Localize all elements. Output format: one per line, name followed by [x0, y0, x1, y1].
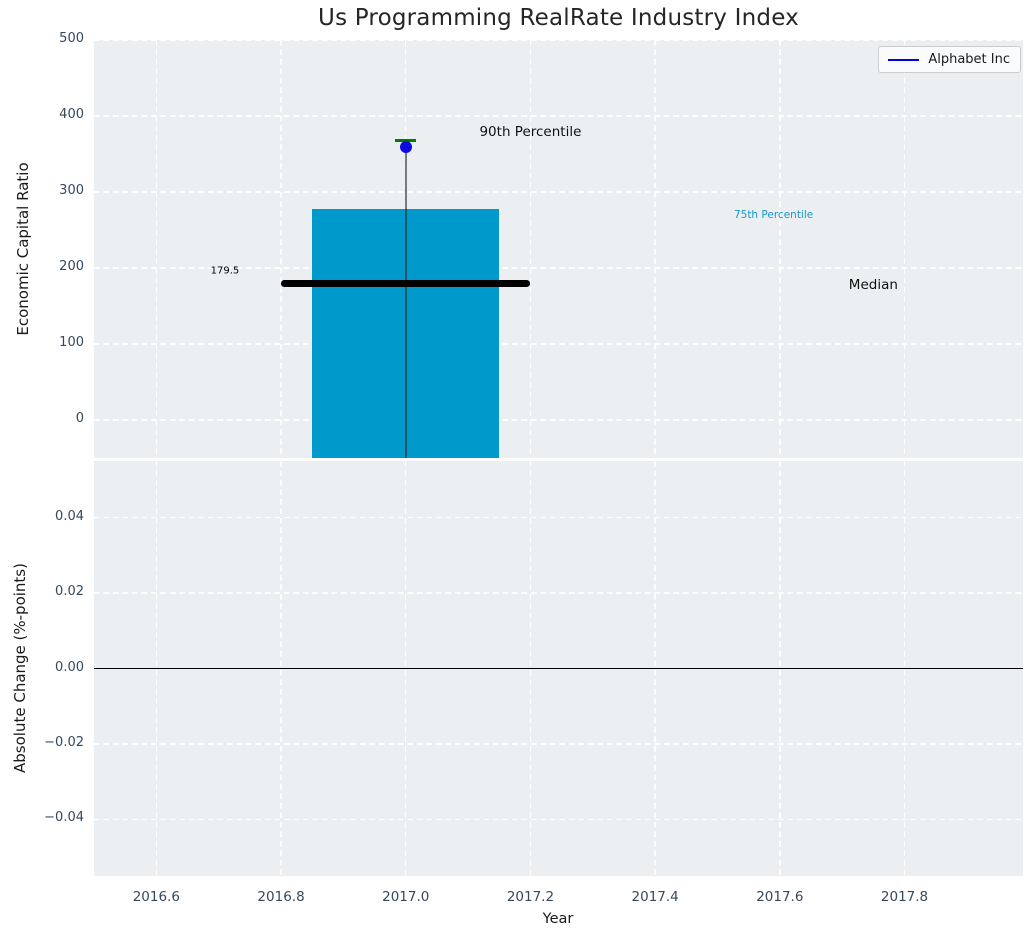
y-tick-label: 0.04 [55, 508, 84, 524]
x-tick-label: 2017.2 [506, 889, 555, 905]
whisker-line [404, 140, 407, 458]
y-tick-label: 300 [59, 183, 84, 198]
gridline-vertical [779, 40, 781, 458]
gridline-horizontal [94, 818, 1023, 821]
gridline-vertical [903, 40, 906, 458]
y-tick-label: 0.02 [55, 584, 84, 600]
median-label: Median [848, 276, 898, 293]
y-tick-label: 500 [59, 31, 84, 46]
x-tick-label: 2017.8 [880, 889, 929, 905]
chart-title: Us Programming RealRate Industry Index [318, 5, 799, 31]
gridline-horizontal [94, 191, 1023, 193]
gridline-horizontal [94, 343, 1023, 345]
gridline-horizontal [94, 115, 1023, 117]
median-value-label: 179.5 [210, 265, 240, 277]
company-value-dot [399, 141, 412, 154]
y-tick-label: 0 [75, 411, 84, 426]
p75-label: 75th Percentile [733, 208, 814, 221]
x-tick-label: 2016.8 [257, 889, 305, 905]
legend: Alphabet Inc [878, 46, 1021, 73]
gridline-horizontal [94, 592, 1023, 594]
gridline-vertical [654, 40, 656, 458]
gridline-horizontal [94, 516, 1023, 519]
gridline-horizontal [94, 419, 1023, 421]
gridline-horizontal [94, 40, 1023, 41]
y-tick-label: −0.02 [44, 734, 84, 750]
gridline-horizontal [94, 743, 1023, 745]
x-tick-label: 2016.6 [132, 889, 180, 905]
y-tick-label: −0.04 [44, 810, 84, 826]
y-tick-label: 0.00 [55, 659, 84, 675]
gridline-vertical [155, 40, 158, 458]
y-tick-label: 400 [59, 107, 84, 122]
x-tick-label: 2017.6 [756, 889, 804, 905]
legend-line-icon [888, 58, 920, 61]
legend-label: Alphabet Inc [928, 52, 1010, 67]
y-tick-label: 100 [59, 335, 84, 350]
gridline-vertical [529, 40, 532, 458]
x-tick-label: 2017.4 [631, 889, 679, 905]
gridline-horizontal [94, 267, 1023, 269]
bottom-axes [94, 461, 1023, 876]
zero-change-line [94, 667, 1023, 670]
y-tick-label: 200 [59, 259, 84, 274]
percentile-90-tick [395, 138, 417, 143]
gridline-vertical [280, 40, 282, 458]
x-tick-label: 2017.0 [382, 889, 430, 905]
x-axis-label: Year [542, 911, 574, 927]
top-axes: Alphabet Inc 179.5 90th Percentile 75th Pe… [94, 40, 1023, 458]
p90-label: 90th Percentile [479, 123, 582, 140]
median-line [281, 280, 531, 287]
